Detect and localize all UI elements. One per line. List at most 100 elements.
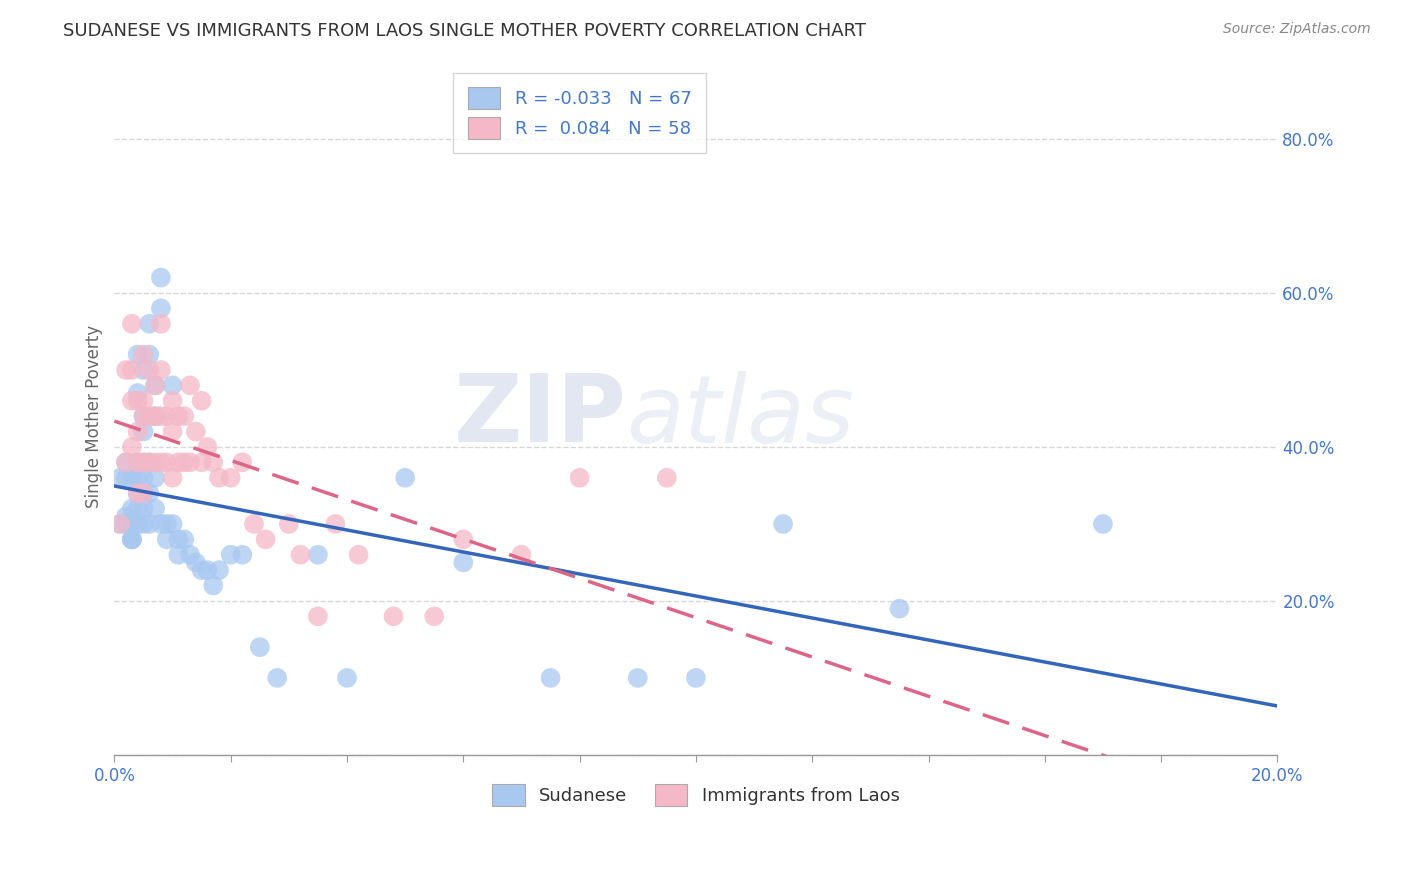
Point (132, 486, 155, 500)
Point (138, 455, 160, 469)
Point (121, 533, 143, 547)
Point (115, 363, 138, 377)
Text: atlas: atlas (626, 371, 855, 462)
Point (132, 455, 155, 469)
Point (121, 471, 143, 485)
Point (143, 471, 166, 485)
Point (149, 363, 172, 377)
Point (132, 409, 155, 424)
Point (202, 455, 225, 469)
Point (115, 509, 138, 524)
Point (127, 455, 149, 469)
Point (132, 501, 155, 516)
Point (156, 533, 179, 547)
Point (110, 471, 132, 485)
Point (121, 516, 143, 531)
Point (138, 348, 160, 362)
Point (179, 455, 201, 469)
Point (249, 640, 271, 654)
Point (143, 409, 166, 424)
Point (162, 425, 184, 439)
Point (277, 516, 299, 531)
Point (510, 548, 533, 562)
Point (115, 471, 138, 485)
Point (290, 548, 312, 562)
Point (219, 471, 242, 485)
Point (243, 516, 266, 531)
Point (143, 378, 166, 392)
Point (1091, 516, 1114, 531)
Point (266, 671, 288, 685)
Point (149, 455, 172, 469)
Point (127, 425, 149, 439)
Point (132, 409, 155, 424)
Point (127, 486, 149, 500)
Point (138, 409, 160, 424)
Point (453, 533, 475, 547)
Point (127, 516, 149, 531)
Point (627, 671, 650, 685)
Point (162, 471, 184, 485)
Point (149, 270, 172, 285)
Point (231, 455, 253, 469)
Point (127, 386, 149, 401)
Point (167, 548, 190, 562)
Point (127, 455, 149, 469)
Point (115, 516, 138, 531)
Point (138, 363, 160, 377)
Point (143, 378, 166, 392)
Point (685, 671, 707, 685)
Point (121, 516, 143, 531)
Text: SUDANESE VS IMMIGRANTS FROM LAOS SINGLE MOTHER POVERTY CORRELATION CHART: SUDANESE VS IMMIGRANTS FROM LAOS SINGLE … (63, 22, 866, 40)
Point (132, 363, 155, 377)
Point (167, 409, 190, 424)
Point (138, 317, 160, 331)
Point (197, 563, 219, 577)
Point (115, 455, 138, 469)
Point (208, 563, 231, 577)
Point (162, 393, 184, 408)
Point (423, 609, 446, 624)
Point (156, 455, 179, 469)
Point (149, 301, 172, 316)
Point (231, 548, 253, 562)
Point (143, 455, 166, 469)
Point (173, 409, 195, 424)
Point (121, 501, 143, 516)
Point (132, 516, 155, 531)
Point (336, 671, 359, 685)
Point (173, 533, 195, 547)
Point (149, 516, 172, 531)
Point (190, 563, 212, 577)
Point (121, 317, 143, 331)
Point (110, 516, 132, 531)
Point (143, 409, 166, 424)
Point (167, 533, 190, 547)
Point (179, 378, 201, 392)
Point (121, 363, 143, 377)
Point (110, 516, 132, 531)
Point (184, 425, 207, 439)
Point (138, 455, 160, 469)
Point (162, 378, 184, 392)
Point (127, 348, 149, 362)
Point (121, 533, 143, 547)
Point (121, 393, 143, 408)
Point (197, 440, 219, 454)
Point (307, 548, 329, 562)
Point (132, 486, 155, 500)
Point (202, 578, 225, 592)
Point (190, 393, 212, 408)
Point (132, 425, 155, 439)
Point (208, 471, 231, 485)
Point (138, 486, 160, 500)
Point (143, 501, 166, 516)
Point (167, 455, 190, 469)
Point (179, 548, 201, 562)
Point (115, 455, 138, 469)
Point (127, 486, 149, 500)
Legend: Sudanese, Immigrants from Laos: Sudanese, Immigrants from Laos (485, 777, 907, 814)
Point (173, 455, 195, 469)
Point (772, 516, 794, 531)
Point (121, 440, 143, 454)
